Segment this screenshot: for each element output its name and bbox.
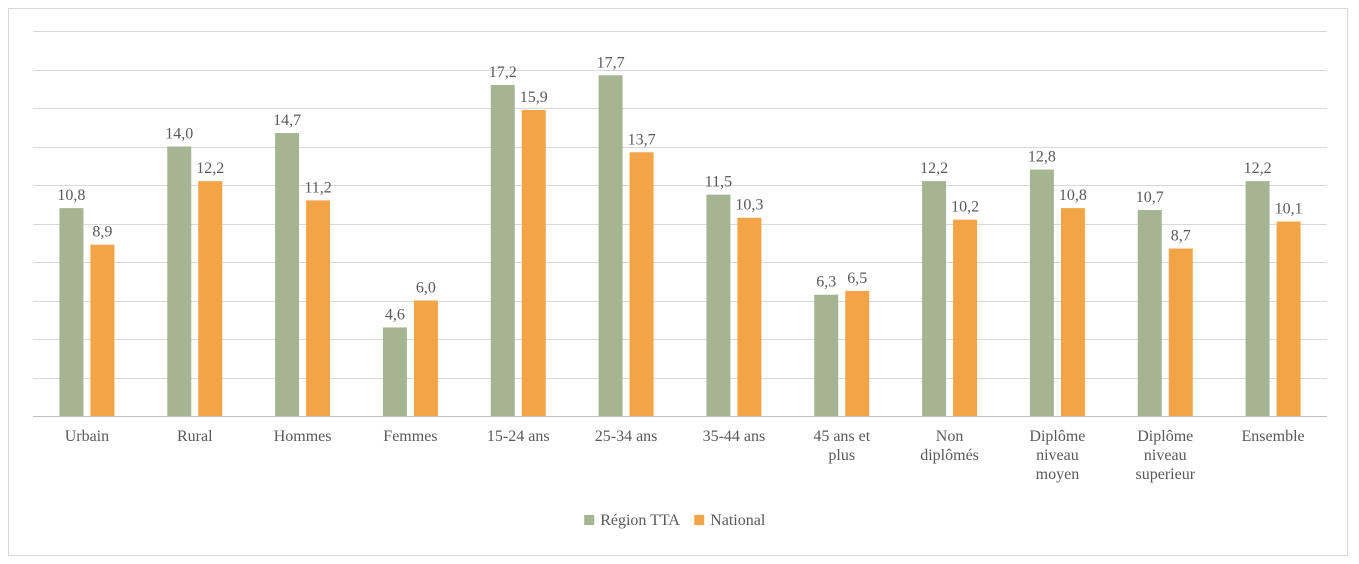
bar-national	[1276, 221, 1301, 416]
bar-region	[1245, 181, 1270, 416]
x-tick-label: 15-24 ans	[487, 428, 550, 445]
bar-national	[90, 244, 115, 416]
bar-national	[953, 219, 978, 416]
legend-swatch	[584, 515, 595, 525]
data-label: 6,5	[847, 270, 867, 287]
data-label: 10,3	[735, 197, 763, 214]
bar-region	[59, 208, 84, 416]
data-label: 8,9	[92, 224, 112, 241]
x-tick-label: 35-44 ans	[703, 428, 766, 445]
bar-national	[845, 290, 870, 416]
data-label: 14,0	[165, 126, 193, 143]
data-label: 12,2	[1244, 160, 1272, 177]
x-tick-label: niveau	[1144, 447, 1187, 464]
data-label: 12,2	[196, 160, 224, 177]
bar-national	[306, 200, 331, 416]
data-label: 10,7	[1136, 189, 1164, 206]
chart-frame: 10,8 8,9 Urbain 14,0 12,2 Rural 14,7 11,2 Hommes…	[8, 8, 1348, 556]
bar-national	[198, 181, 223, 416]
x-tick-label: Rural	[177, 428, 213, 445]
data-label: 14,7	[273, 112, 301, 129]
data-label: 4,6	[385, 306, 405, 323]
data-label: 17,7	[597, 54, 625, 71]
x-tick-label: Hommes	[274, 428, 332, 445]
x-tick-label: 25-34 ans	[595, 428, 658, 445]
bar-region	[706, 194, 731, 416]
x-tick-label: superieur	[1135, 466, 1195, 483]
bar-national	[1060, 208, 1085, 416]
bar-national	[629, 152, 654, 416]
bar-region	[814, 294, 839, 416]
data-label: 10,1	[1275, 201, 1303, 218]
data-label: 10,8	[57, 187, 85, 204]
bar-national	[737, 217, 762, 416]
x-tick-label: plus	[828, 447, 855, 464]
data-label: 6,3	[816, 274, 836, 291]
data-label: 10,8	[1059, 187, 1087, 204]
x-tick-label: Non	[936, 428, 964, 445]
bar-chart: 10,88,9Urbain14,012,2Rural14,711,2Hommes…	[33, 31, 1327, 529]
legend-label: National	[710, 512, 766, 529]
x-tick-label: moyen	[1036, 466, 1080, 483]
bar-region	[1029, 169, 1054, 416]
bar-national	[413, 300, 438, 416]
legend-swatch	[694, 515, 705, 525]
data-label: 8,7	[1171, 228, 1191, 245]
data-label: 10,2	[951, 199, 979, 216]
data-label: 11,2	[304, 179, 331, 196]
bar-region	[598, 75, 623, 417]
x-tick-label: Urbain	[65, 428, 109, 445]
data-label: 12,8	[1028, 149, 1056, 166]
x-tick-label: 45 ans et	[813, 428, 870, 445]
data-label: 17,2	[489, 64, 517, 81]
data-label: 15,9	[520, 89, 548, 106]
bar-region	[275, 133, 300, 416]
bar-region	[382, 327, 407, 416]
legend-label: Région TTA	[600, 512, 680, 529]
x-tick-label: niveau	[1036, 447, 1079, 464]
bar-region	[167, 146, 192, 416]
data-label: 12,2	[920, 160, 948, 177]
bar-national	[1168, 248, 1193, 416]
data-label: 13,7	[628, 131, 656, 148]
x-tick-label: Diplôme	[1137, 428, 1193, 445]
data-label: 11,5	[705, 174, 732, 191]
data-label: 6,0	[416, 280, 436, 297]
bar-region	[922, 181, 947, 416]
x-tick-label: Ensemble	[1242, 428, 1305, 445]
x-tick-label: Femmes	[383, 428, 437, 445]
x-tick-label: Diplôme	[1029, 428, 1085, 445]
bar-region	[1137, 210, 1162, 416]
x-tick-label: diplômés	[920, 447, 979, 464]
bar-national	[521, 109, 546, 417]
bar-region	[490, 84, 515, 417]
